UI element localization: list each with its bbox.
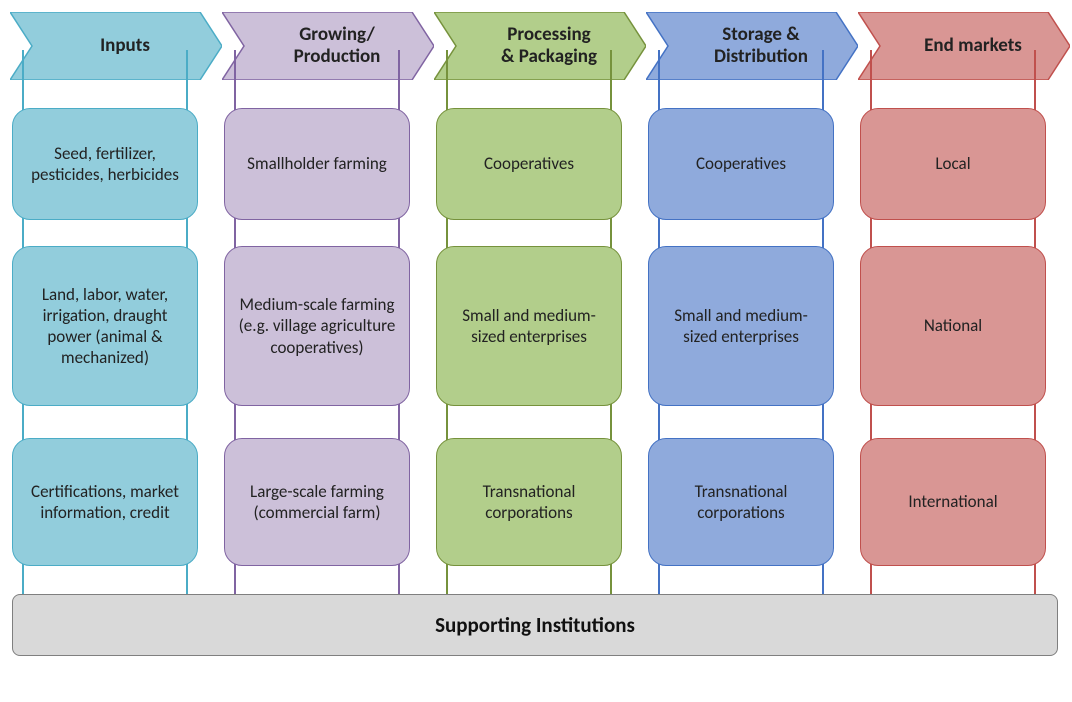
stage-box: Transnational corporations: [436, 438, 622, 566]
stage-box-text: Cooperatives: [696, 153, 786, 174]
stage-arrow-storage: Storage & Distribution: [646, 12, 858, 80]
stage-arrow-label: Processing & Packaging: [501, 24, 597, 68]
stage-arrow-inputs: Inputs: [10, 12, 222, 80]
stage-box-text: Transnational corporations: [447, 481, 611, 524]
stage-box: Small and medium-sized enterprises: [648, 246, 834, 406]
stage-box: Cooperatives: [436, 108, 622, 220]
stage-box-text: International: [908, 491, 997, 512]
stage-box-text: Cooperatives: [484, 153, 574, 174]
stage-box-text: Seed, fertilizer, pesticides, herbicides: [23, 143, 187, 186]
stage-box-text: Large-scale farming (commercial farm): [235, 481, 399, 524]
stage-box: Local: [860, 108, 1046, 220]
stage-box: International: [860, 438, 1046, 566]
stage-box: Large-scale farming (commercial farm): [224, 438, 410, 566]
supporting-institutions-label: Supporting Institutions: [435, 612, 635, 638]
stage-box-text: Local: [935, 153, 970, 174]
stage-box: Certifications, market information, cred…: [12, 438, 198, 566]
stage-arrow-processing: Processing & Packaging: [434, 12, 646, 80]
stage-box: Transnational corporations: [648, 438, 834, 566]
stage-arrow-label: Inputs: [100, 35, 150, 57]
stage-arrow-label: Storage & Distribution: [714, 24, 808, 68]
stage-arrow-label: End markets: [924, 35, 1022, 57]
stage-box: Medium-scale farming (e.g. village agric…: [224, 246, 410, 406]
supporting-institutions-bar: Supporting Institutions: [12, 594, 1058, 656]
stage-arrow-markets: End markets: [858, 12, 1070, 80]
stage-box: Seed, fertilizer, pesticides, herbicides: [12, 108, 198, 220]
stage-arrow-growing: Growing/ Production: [222, 12, 434, 80]
stage-box-text: Small and medium-sized enterprises: [447, 305, 611, 348]
stage-box-text: Land, labor, water, irrigation, draught …: [23, 284, 187, 369]
value-chain-diagram: Inputs Growing/ Production Processing & Pa…: [10, 12, 1060, 690]
stage-arrow-label: Growing/ Production: [294, 24, 381, 68]
stage-box: Smallholder farming: [224, 108, 410, 220]
stage-box-text: Transnational corporations: [659, 481, 823, 524]
stage-box: Cooperatives: [648, 108, 834, 220]
stage-box: National: [860, 246, 1046, 406]
stage-box-text: Small and medium-sized enterprises: [659, 305, 823, 348]
stage-box-text: Certifications, market information, cred…: [23, 481, 187, 524]
stage-box: Small and medium-sized enterprises: [436, 246, 622, 406]
stage-box-text: Medium-scale farming (e.g. village agric…: [235, 294, 399, 358]
stage-box-text: Smallholder farming: [247, 153, 387, 174]
stage-box-text: National: [924, 315, 982, 336]
stage-box: Land, labor, water, irrigation, draught …: [12, 246, 198, 406]
